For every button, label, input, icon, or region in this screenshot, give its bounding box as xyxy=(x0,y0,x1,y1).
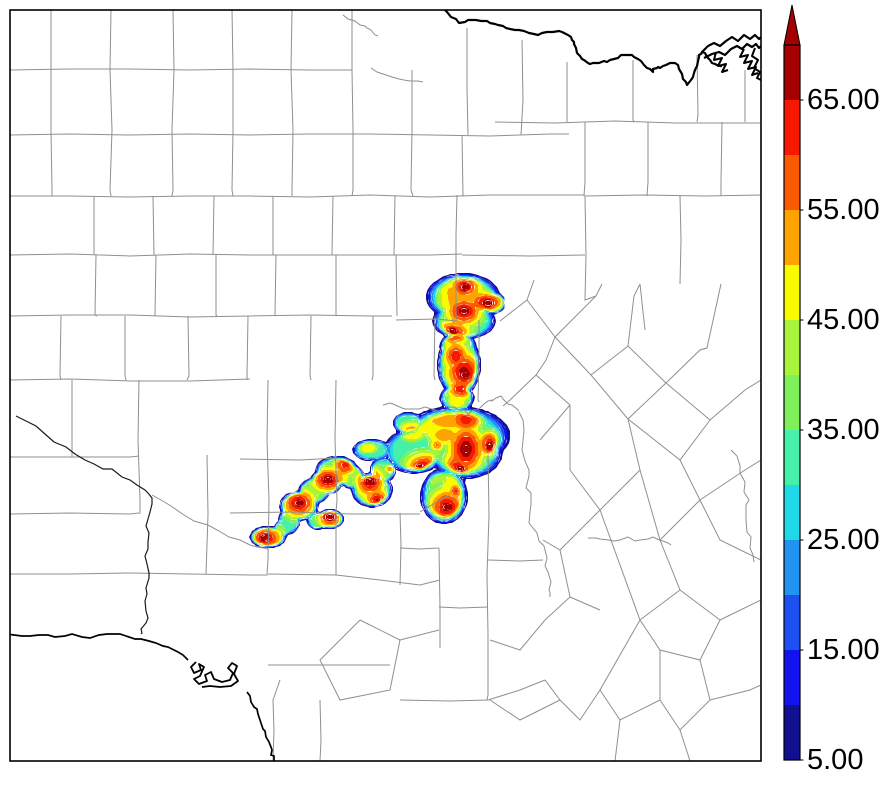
svg-text:55.00: 55.00 xyxy=(807,194,880,226)
svg-text:65.00: 65.00 xyxy=(807,84,880,116)
svg-text:15.00: 15.00 xyxy=(807,634,880,666)
svg-text:25.00: 25.00 xyxy=(807,524,880,556)
svg-text:45.00: 45.00 xyxy=(807,304,880,336)
svg-text:35.00: 35.00 xyxy=(807,414,880,446)
svg-text:5.00: 5.00 xyxy=(807,744,863,776)
